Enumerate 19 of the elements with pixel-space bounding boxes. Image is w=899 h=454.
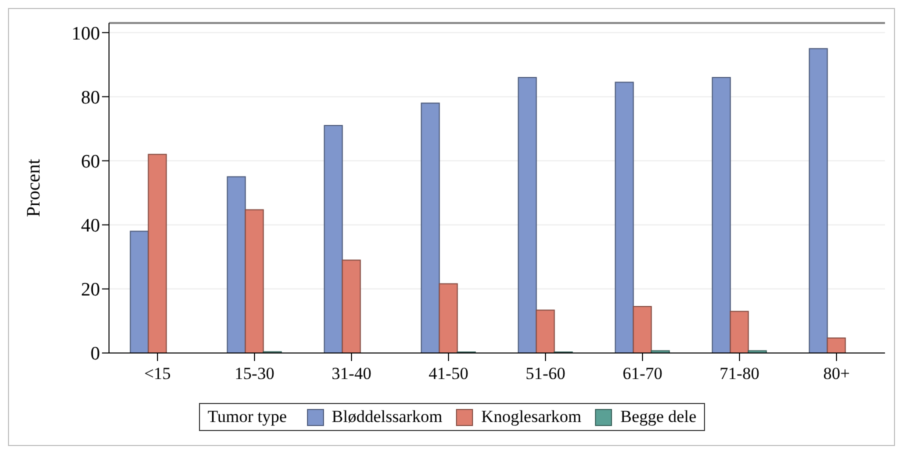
y-axis-title: Procent bbox=[24, 158, 45, 218]
y-tick-label: 100 bbox=[72, 23, 100, 44]
x-tick-label: 51-60 bbox=[526, 364, 566, 384]
y-tick-label: 20 bbox=[81, 280, 100, 301]
legend-label: Bløddelssarkom bbox=[330, 407, 442, 427]
x-tick-label: 80+ bbox=[823, 364, 850, 384]
y-tick-label: 0 bbox=[90, 344, 100, 365]
legend-label: Begge dele bbox=[619, 407, 696, 427]
y-tick-label: 40 bbox=[81, 216, 100, 237]
legend-label: Knoglesarkom bbox=[480, 407, 582, 427]
x-tick-label: <15 bbox=[144, 364, 171, 384]
y-tick-label: 60 bbox=[81, 152, 100, 173]
x-tick-label: 41-50 bbox=[428, 364, 468, 384]
legend-title: Tumor type bbox=[208, 407, 287, 427]
y-tick-label: 80 bbox=[81, 87, 100, 108]
x-tick-label: 61-70 bbox=[622, 364, 662, 384]
x-tick-label: 31-40 bbox=[332, 364, 372, 384]
x-tick-label: 71-80 bbox=[720, 364, 760, 384]
x-tick-label: 15-30 bbox=[234, 364, 274, 384]
